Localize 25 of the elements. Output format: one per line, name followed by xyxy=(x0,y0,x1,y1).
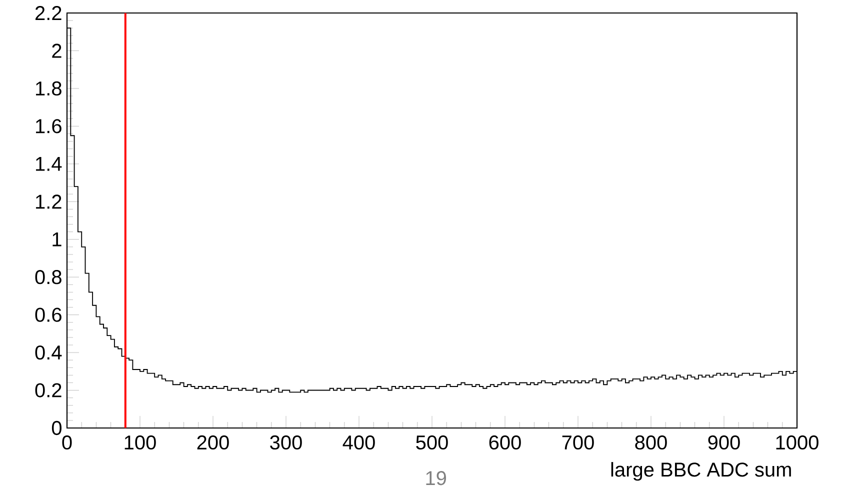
y-tick-label: 0.4 xyxy=(35,345,62,360)
y-tick-label: 0.2 xyxy=(35,383,62,398)
y-tick-label: 0.8 xyxy=(35,270,62,284)
x-tick-label: 700 xyxy=(562,435,594,450)
y-tick-label: 0 xyxy=(52,420,62,436)
y-tick-label: 1.8 xyxy=(36,81,62,96)
y-tick-label: 2 xyxy=(52,44,62,58)
x-tick-label: 900 xyxy=(708,435,740,450)
x-tick-label: 400 xyxy=(342,435,375,450)
y-tick-label: 1.2 xyxy=(36,194,62,209)
y-tick-label: 1 xyxy=(52,232,62,246)
x-tick-label: 200 xyxy=(197,435,229,450)
x-tick-label: 300 xyxy=(270,435,302,450)
x-tick-label: 1000 xyxy=(776,435,818,450)
x-tick-label: 0 xyxy=(62,435,72,450)
y-tick-label: 1.4 xyxy=(36,157,62,171)
y-tick-label: 0.6 xyxy=(35,308,62,322)
x-tick-label: 100 xyxy=(124,435,156,450)
y-tick-label: 2.2 xyxy=(35,6,62,20)
y-tick-label: 1.6 xyxy=(36,119,62,134)
text: 19 xyxy=(426,471,446,486)
x-axis-title: large BBC ADC sum xyxy=(611,462,791,481)
x-tick-label: 500 xyxy=(416,435,448,450)
x-tick-label: 800 xyxy=(635,435,667,450)
x-tick-label: 600 xyxy=(489,435,521,450)
